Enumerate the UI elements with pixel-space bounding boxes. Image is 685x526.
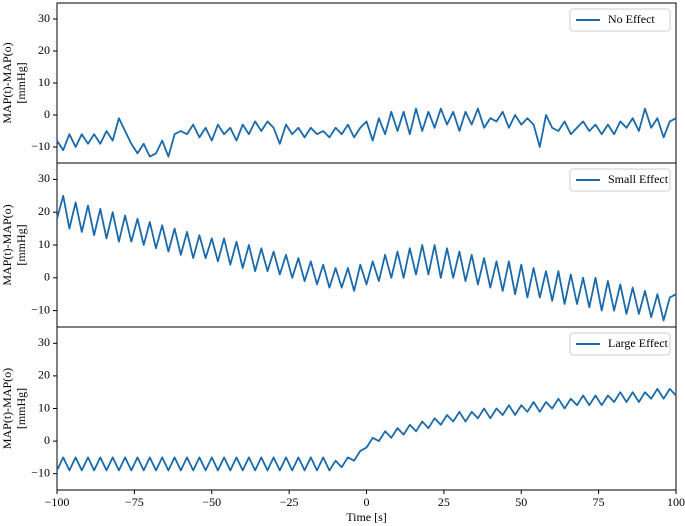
- y-tick-label: 0: [44, 433, 50, 447]
- data-line: [56, 388, 677, 472]
- y-tick-label: 30: [38, 335, 50, 349]
- y-tick-label: 0: [44, 107, 50, 121]
- y-axis-label: [mmHg]: [14, 388, 28, 429]
- y-axis-label: MAP(t)-MAP(o): [0, 42, 14, 123]
- data-line: [56, 107, 677, 158]
- x-tick-label: 75: [593, 495, 605, 509]
- x-tick-label: −75: [125, 495, 144, 509]
- y-tick-label: 10: [38, 400, 50, 414]
- y-tick-label: 10: [38, 237, 50, 251]
- y-tick-label: −10: [31, 302, 50, 316]
- y-tick-label: 30: [38, 11, 50, 25]
- legend-label: Large Effect: [608, 336, 669, 350]
- x-tick-label: −50: [202, 495, 221, 509]
- y-tick-label: −10: [31, 139, 50, 153]
- x-tick-label: 100: [667, 495, 685, 509]
- x-tick-label: −100: [45, 495, 70, 509]
- y-tick-label: 20: [38, 204, 50, 218]
- x-tick-label: 50: [515, 495, 527, 509]
- y-tick-label: 20: [38, 368, 50, 382]
- y-axis-label: [mmHg]: [14, 224, 28, 265]
- legend-box: [569, 168, 671, 192]
- y-tick-label: 30: [38, 171, 50, 185]
- y-tick-label: 0: [44, 270, 50, 284]
- y-axis-label: MAP(t)-MAP(o): [0, 368, 14, 449]
- legend-label: No Effect: [608, 12, 655, 26]
- x-tick-label: −25: [280, 495, 299, 509]
- y-axis-label: MAP(t)-MAP(o): [0, 204, 14, 285]
- x-axis-label: Time [s]: [346, 510, 387, 524]
- legend-box: [569, 8, 671, 32]
- legend-label: Small Effect: [608, 172, 669, 186]
- x-tick-label: 0: [364, 495, 370, 509]
- data-line: [56, 194, 677, 322]
- y-tick-label: −10: [31, 465, 50, 479]
- y-axis-label: [mmHg]: [14, 62, 28, 103]
- legend-box: [569, 332, 671, 356]
- y-tick-label: 20: [38, 43, 50, 57]
- y-tick-label: 10: [38, 75, 50, 89]
- x-tick-label: 25: [438, 495, 450, 509]
